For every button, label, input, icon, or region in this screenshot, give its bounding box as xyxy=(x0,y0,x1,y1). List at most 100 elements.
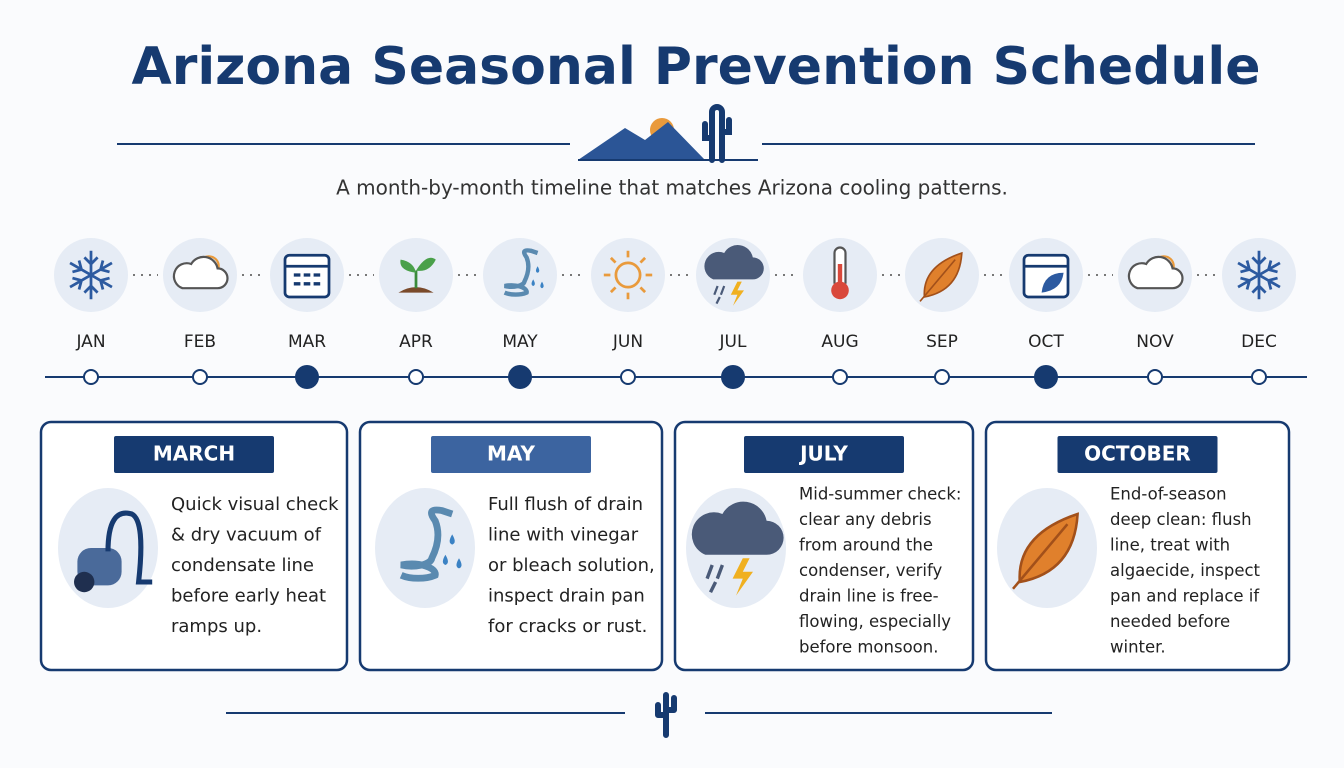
bulb xyxy=(831,281,849,300)
mountains xyxy=(578,122,705,160)
card-text: for cracks or rust. xyxy=(488,616,647,637)
timeline-dot xyxy=(832,369,848,385)
card xyxy=(984,420,1291,672)
cloud xyxy=(691,501,784,555)
hose xyxy=(399,506,454,582)
icon xyxy=(1127,255,1184,290)
card-badge xyxy=(1057,436,1218,473)
card-text: before monsoon. xyxy=(799,638,938,657)
card-text: or bleach solution, xyxy=(488,555,655,576)
card xyxy=(673,420,975,672)
month-label: JUL xyxy=(719,332,747,352)
cloud xyxy=(704,245,764,280)
bolt xyxy=(732,558,753,596)
wheel xyxy=(74,571,95,593)
month-label: JUN xyxy=(612,332,643,352)
rain xyxy=(705,564,724,593)
card-text: Mid-summer check: xyxy=(799,485,962,504)
snowflake xyxy=(1237,260,1281,290)
cactus xyxy=(655,692,677,738)
card-text: winter. xyxy=(1110,638,1166,657)
timeline-dot xyxy=(83,369,99,385)
icon xyxy=(603,250,653,300)
icon xyxy=(704,245,764,306)
month-label: APR xyxy=(399,332,433,352)
icon xyxy=(503,248,544,297)
leaf-vein xyxy=(1012,523,1069,590)
timeline-dot xyxy=(1251,369,1267,385)
title: Arizona Seasonal Prevention Schedule xyxy=(131,37,1260,97)
month-label: SEP xyxy=(926,332,958,352)
card-text: line, treat with xyxy=(1110,536,1230,555)
icon xyxy=(1012,512,1079,590)
icon xyxy=(398,257,436,293)
card-text: ramps up. xyxy=(171,616,262,637)
icon xyxy=(172,255,229,290)
rain xyxy=(713,285,726,305)
calendar-grid xyxy=(293,273,321,286)
icon xyxy=(691,501,784,596)
card-text: before early heat xyxy=(171,586,326,607)
card-text: algaecide, inspect xyxy=(1110,561,1261,580)
vacuum-hose xyxy=(105,510,153,585)
card-text: & dry vacuum of xyxy=(171,525,322,546)
timeline-dot xyxy=(508,365,532,389)
card-text: Full flush of drain xyxy=(488,494,643,515)
timeline-dot xyxy=(721,365,745,389)
card-badge xyxy=(431,436,591,473)
month-icon-bg xyxy=(591,238,665,312)
cloud xyxy=(1127,255,1184,290)
card-text: pan and replace if xyxy=(1110,587,1260,606)
card-heading: MAY xyxy=(487,442,535,466)
icon xyxy=(283,253,331,299)
timeline-dot xyxy=(934,369,950,385)
sun xyxy=(614,261,642,289)
card-text: clear any debris xyxy=(799,510,932,529)
month-label: MAR xyxy=(288,332,326,352)
leaf-vein xyxy=(919,259,956,302)
icon xyxy=(1237,250,1281,300)
month-icon-bg xyxy=(483,238,557,312)
card-text: condensate line xyxy=(171,555,314,576)
month-label: JAN xyxy=(75,332,105,352)
month-label: NOV xyxy=(1136,332,1174,352)
card-badge xyxy=(744,436,904,473)
timeline-dot xyxy=(620,369,636,385)
soil xyxy=(398,287,434,293)
card-icon-bg xyxy=(375,488,475,608)
card-heading: JULY xyxy=(798,442,848,466)
leaf xyxy=(1041,272,1064,293)
icon xyxy=(69,250,113,300)
card-heading: OCTOBER xyxy=(1084,442,1191,466)
card-badge xyxy=(114,436,274,473)
icon xyxy=(919,251,963,302)
month-label: DEC xyxy=(1241,332,1277,352)
subtitle: A month-by-month timeline that matches A… xyxy=(336,176,1008,200)
month-label: OCT xyxy=(1028,332,1064,352)
hose xyxy=(503,248,539,297)
card-text: needed before xyxy=(1110,612,1230,631)
snowflake xyxy=(69,260,113,290)
timeline-dot xyxy=(192,369,208,385)
card-text: from around the xyxy=(799,536,933,555)
month-label: FEB xyxy=(184,332,216,352)
card-text: deep clean: flush xyxy=(1110,510,1252,529)
card-text: End-of-season xyxy=(1110,485,1227,504)
card-text: inspect drain pan xyxy=(488,586,645,607)
icon xyxy=(399,506,462,582)
card-text: flowing, especially xyxy=(799,612,951,631)
card-heading: MARCH xyxy=(153,442,235,466)
card-text: condenser, verify xyxy=(799,561,943,580)
timeline-dot xyxy=(295,365,319,389)
icon xyxy=(1022,253,1070,299)
cactus xyxy=(702,104,732,163)
card xyxy=(358,420,664,672)
leaf xyxy=(400,257,436,273)
bolt xyxy=(730,281,744,306)
mercury xyxy=(837,264,843,289)
timeline-dot xyxy=(408,369,424,385)
icon xyxy=(74,510,153,593)
timeline-dot xyxy=(1034,365,1058,389)
drops xyxy=(442,534,462,569)
